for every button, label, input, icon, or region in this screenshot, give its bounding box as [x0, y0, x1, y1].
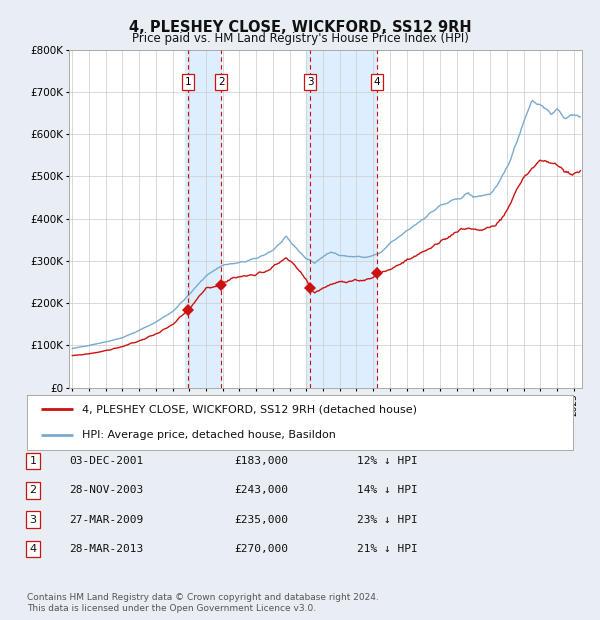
Text: 4, PLESHEY CLOSE, WICKFORD, SS12 9RH (detached house): 4, PLESHEY CLOSE, WICKFORD, SS12 9RH (de… [82, 404, 416, 414]
Text: 1: 1 [29, 456, 37, 466]
Text: Contains HM Land Registry data © Crown copyright and database right 2024.
This d: Contains HM Land Registry data © Crown c… [27, 593, 379, 613]
Text: 4, PLESHEY CLOSE, WICKFORD, SS12 9RH: 4, PLESHEY CLOSE, WICKFORD, SS12 9RH [128, 20, 472, 35]
Text: 14% ↓ HPI: 14% ↓ HPI [357, 485, 418, 495]
Text: £235,000: £235,000 [234, 515, 288, 525]
Text: 1: 1 [185, 77, 191, 87]
Text: 3: 3 [29, 515, 37, 525]
Text: £243,000: £243,000 [234, 485, 288, 495]
Text: 4: 4 [374, 77, 380, 87]
Text: 23% ↓ HPI: 23% ↓ HPI [357, 515, 418, 525]
Text: 28-MAR-2013: 28-MAR-2013 [69, 544, 143, 554]
Text: 27-MAR-2009: 27-MAR-2009 [69, 515, 143, 525]
Bar [185, 50, 221, 388]
Text: 12% ↓ HPI: 12% ↓ HPI [357, 456, 418, 466]
Text: 4: 4 [29, 544, 37, 554]
Text: 03-DEC-2001: 03-DEC-2001 [69, 456, 143, 466]
Text: 2: 2 [218, 77, 224, 87]
Text: 21% ↓ HPI: 21% ↓ HPI [357, 544, 418, 554]
Bar [306, 50, 377, 388]
Text: £183,000: £183,000 [234, 456, 288, 466]
Text: 2: 2 [29, 485, 37, 495]
Text: HPI: Average price, detached house, Basildon: HPI: Average price, detached house, Basi… [82, 430, 335, 440]
Text: Price paid vs. HM Land Registry's House Price Index (HPI): Price paid vs. HM Land Registry's House … [131, 32, 469, 45]
Text: £270,000: £270,000 [234, 544, 288, 554]
Text: 28-NOV-2003: 28-NOV-2003 [69, 485, 143, 495]
Text: 3: 3 [307, 77, 313, 87]
